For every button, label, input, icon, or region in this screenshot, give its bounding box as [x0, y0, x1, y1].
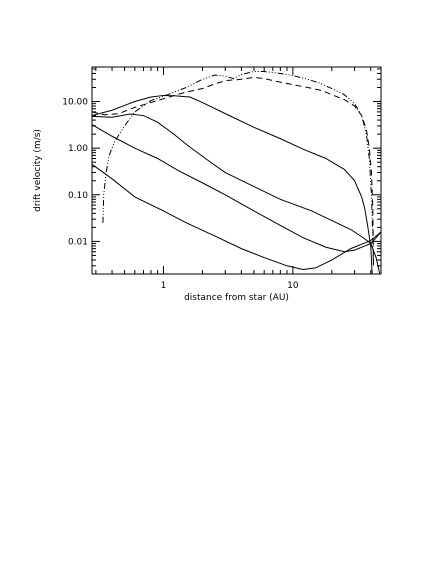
y-tick-label: 0.01 [68, 237, 88, 247]
y-tick-label: 10.00 [62, 98, 88, 108]
series-layer [91, 71, 382, 275]
y-axis-label: drift velocity (m/s) [33, 129, 43, 212]
series-line-6-dashdot [102, 71, 374, 266]
y-tick-label: 1.00 [68, 144, 88, 154]
series-line-5-dashed [91, 76, 374, 266]
series-line-4-solid [91, 163, 382, 270]
series-line-3-solid [91, 124, 382, 253]
tick-layer: 1 10 0.01 0.10 1.00 10.00 [62, 67, 381, 291]
x-tick-label: 1 [161, 281, 167, 291]
plot-frame [91, 66, 382, 275]
x-tick-label: 10 [287, 281, 299, 291]
y-tick-label: 0.10 [68, 191, 88, 201]
series-line-2-solid [91, 113, 381, 275]
series-line-1-solid [91, 94, 373, 275]
x-axis-label: distance from star (AU) [184, 293, 289, 303]
